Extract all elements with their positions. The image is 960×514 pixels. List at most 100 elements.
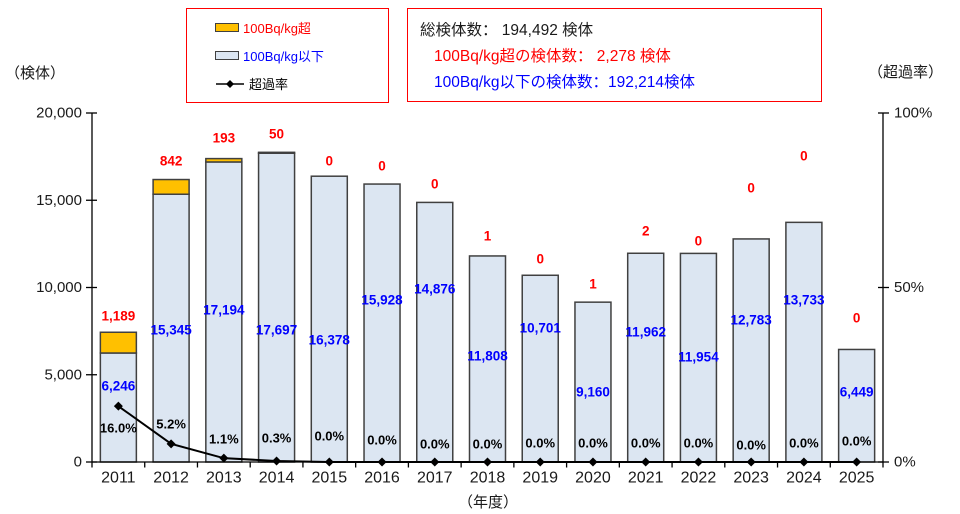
- bar-over-2013: [205, 157, 243, 163]
- year-label: 2013: [206, 470, 242, 487]
- right-tick-label: 100%: [894, 105, 932, 122]
- year-label: 2024: [786, 470, 822, 487]
- year-label: 2011: [101, 470, 136, 487]
- bar-under-2015: [310, 175, 349, 463]
- under-count-label-2023: 12,783: [731, 313, 773, 328]
- bar-under-2023: [732, 238, 770, 463]
- exceedance-marker-2025: [852, 457, 862, 467]
- year-label: 2023: [733, 470, 769, 487]
- rate-label-2013: 1.1%: [209, 432, 239, 447]
- exceedance-marker-2018: [483, 457, 492, 467]
- under-count-label-2019: 10,701: [520, 321, 562, 336]
- rate-label-2019: 0.0%: [525, 436, 555, 451]
- over-count-label-2022: 0: [695, 234, 703, 249]
- bar-over-2011: [99, 331, 138, 354]
- year-label: 2014: [259, 470, 295, 487]
- legend-item-label: 超過率: [249, 77, 289, 92]
- rate-label-2020: 0.0%: [578, 436, 608, 451]
- exceedance-marker-2024: [799, 457, 809, 467]
- exceedance-marker-2015: [324, 457, 334, 467]
- over-count-label-2024: 0: [800, 149, 808, 164]
- rate-label-2015: 0.0%: [314, 429, 344, 444]
- left-tick-label: 10,000: [36, 279, 82, 296]
- bar-under-2019: [521, 274, 559, 463]
- x-axis-unit: （年度）: [457, 494, 518, 511]
- rate-label-2012: 5.2%: [156, 417, 186, 432]
- right-tick-label: 50%: [894, 279, 924, 296]
- under-count-label-2012: 15,345: [150, 323, 192, 338]
- bar-under-2024: [785, 221, 823, 463]
- rate-label-2014: 0.3%: [262, 431, 292, 446]
- bar-under-2025: [837, 348, 876, 463]
- legend-item-label: 100Bq/kg以下: [243, 49, 324, 64]
- under-count-label-2015: 16,378: [309, 333, 351, 348]
- legend-box: 100Bq/kg超 100Bq/kg以下 超過率: [186, 8, 389, 103]
- bar-under-2016: [363, 183, 401, 463]
- exceedance-line-sample-icon: [216, 79, 244, 88]
- summary-total-count: 総検体数： 194,492 検体: [420, 22, 594, 39]
- year-label: 2025: [839, 470, 875, 487]
- under-count-label-2011: 6,246: [101, 379, 135, 394]
- year-label: 2015: [312, 470, 348, 487]
- rate-label-2017: 0.0%: [420, 437, 450, 452]
- over-count-label-2019: 0: [536, 252, 544, 267]
- legend-item-over: 100Bq/kg超: [215, 18, 388, 37]
- under-100bq-swatch-icon: [215, 51, 239, 60]
- bar-under-2017: [416, 201, 454, 463]
- rate-label-2016: 0.0%: [367, 433, 397, 448]
- rate-label-2025: 0.0%: [842, 434, 872, 449]
- under-count-label-2021: 11,962: [625, 325, 666, 340]
- over-count-label-2021: 2: [642, 224, 650, 239]
- summary-under-count: 100Bq/kg以下の検体数：192,214検体: [434, 74, 696, 91]
- year-label: 2019: [522, 470, 558, 487]
- exceedance-marker-2014: [272, 456, 282, 466]
- exceedance-marker-2021: [641, 457, 651, 467]
- over-count-label-2014: 50: [269, 127, 284, 142]
- bar-under-2018: [468, 255, 507, 463]
- exceedance-marker-2012: [166, 439, 176, 449]
- over-100bq-swatch-icon: [215, 23, 239, 32]
- bar-under-2020: [574, 301, 612, 463]
- under-count-label-2014: 17,697: [256, 323, 297, 338]
- left-tick-label: 5,000: [44, 366, 82, 383]
- year-label: 2020: [575, 470, 611, 487]
- over-count-label-2020: 1: [589, 277, 597, 292]
- legend-item-under: 100Bq/kg以下: [215, 46, 388, 65]
- under-count-label-2017: 14,876: [414, 282, 456, 297]
- over-count-label-2016: 0: [378, 159, 386, 174]
- summary-over-count: 100Bq/kg超の検体数： 2,278 検体: [434, 48, 671, 65]
- left-axis-unit: （検体）: [5, 65, 66, 82]
- exceedance-marker-2023: [746, 457, 756, 467]
- under-count-label-2013: 17,194: [203, 303, 245, 318]
- right-tick-label: 0%: [894, 454, 916, 471]
- exceedance-marker-2013: [219, 453, 229, 463]
- over-count-label-2018: 1: [484, 229, 492, 244]
- over-count-label-2015: 0: [326, 154, 334, 169]
- over-count-label-2023: 0: [747, 181, 755, 196]
- under-count-label-2022: 11,954: [678, 350, 719, 365]
- year-label: 2022: [681, 470, 717, 487]
- rate-label-2018: 0.0%: [473, 437, 503, 452]
- exceedance-marker-2019: [535, 457, 545, 467]
- exceedance-marker-2020: [588, 457, 598, 467]
- bar-over-2014: [257, 151, 296, 154]
- under-count-label-2024: 13,733: [783, 293, 825, 308]
- rate-label-2024: 0.0%: [789, 436, 819, 451]
- rate-label-2023: 0.0%: [736, 438, 766, 453]
- over-count-label-2013: 193: [213, 131, 236, 146]
- bar-under-2014: [257, 152, 296, 463]
- over-count-label-2025: 0: [853, 311, 861, 326]
- under-count-label-2020: 9,160: [576, 385, 610, 400]
- legend-item-label: 100Bq/kg超: [243, 21, 311, 36]
- legend-item-rate: 超過率: [215, 74, 388, 93]
- bar-under-2022: [679, 252, 718, 463]
- year-label: 2017: [417, 470, 453, 487]
- bar-under-2013: [205, 161, 243, 463]
- under-count-label-2025: 6,449: [840, 385, 874, 400]
- under-count-label-2018: 11,808: [467, 349, 508, 364]
- year-label: 2018: [470, 470, 506, 487]
- exceedance-marker-2017: [430, 457, 440, 467]
- exceedance-marker-2022: [693, 457, 703, 467]
